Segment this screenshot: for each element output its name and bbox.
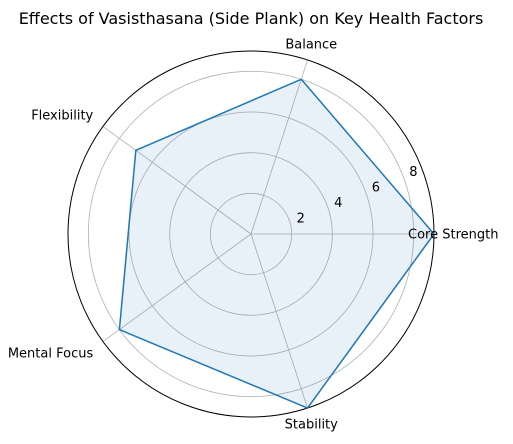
spoke-line	[250, 233, 308, 409]
category-label: Stability	[285, 417, 339, 432]
spoke-line	[102, 233, 252, 342]
series-line	[118, 78, 435, 409]
series-area	[119, 79, 435, 409]
spoke-line	[102, 126, 252, 235]
category-label: Core Strength	[408, 228, 498, 243]
r-tick-label: 8	[409, 165, 417, 180]
category-label: Mental Focus	[8, 347, 94, 362]
category-label: Balance	[285, 38, 337, 53]
spoke-line	[250, 59, 308, 235]
category-label: Flexibility	[31, 108, 93, 123]
r-tick-label: 6	[372, 180, 380, 195]
grid	[67, 50, 435, 418]
series-layer	[118, 78, 435, 409]
chart-title: Effects of Vasisthasana (Side Plank) on …	[19, 9, 484, 28]
r-tick-label: 4	[334, 196, 342, 211]
labels: 2 4 6 8 Core Strength Balance Flexibility Menta…	[8, 38, 499, 433]
r-tick-label: 2	[297, 211, 305, 226]
